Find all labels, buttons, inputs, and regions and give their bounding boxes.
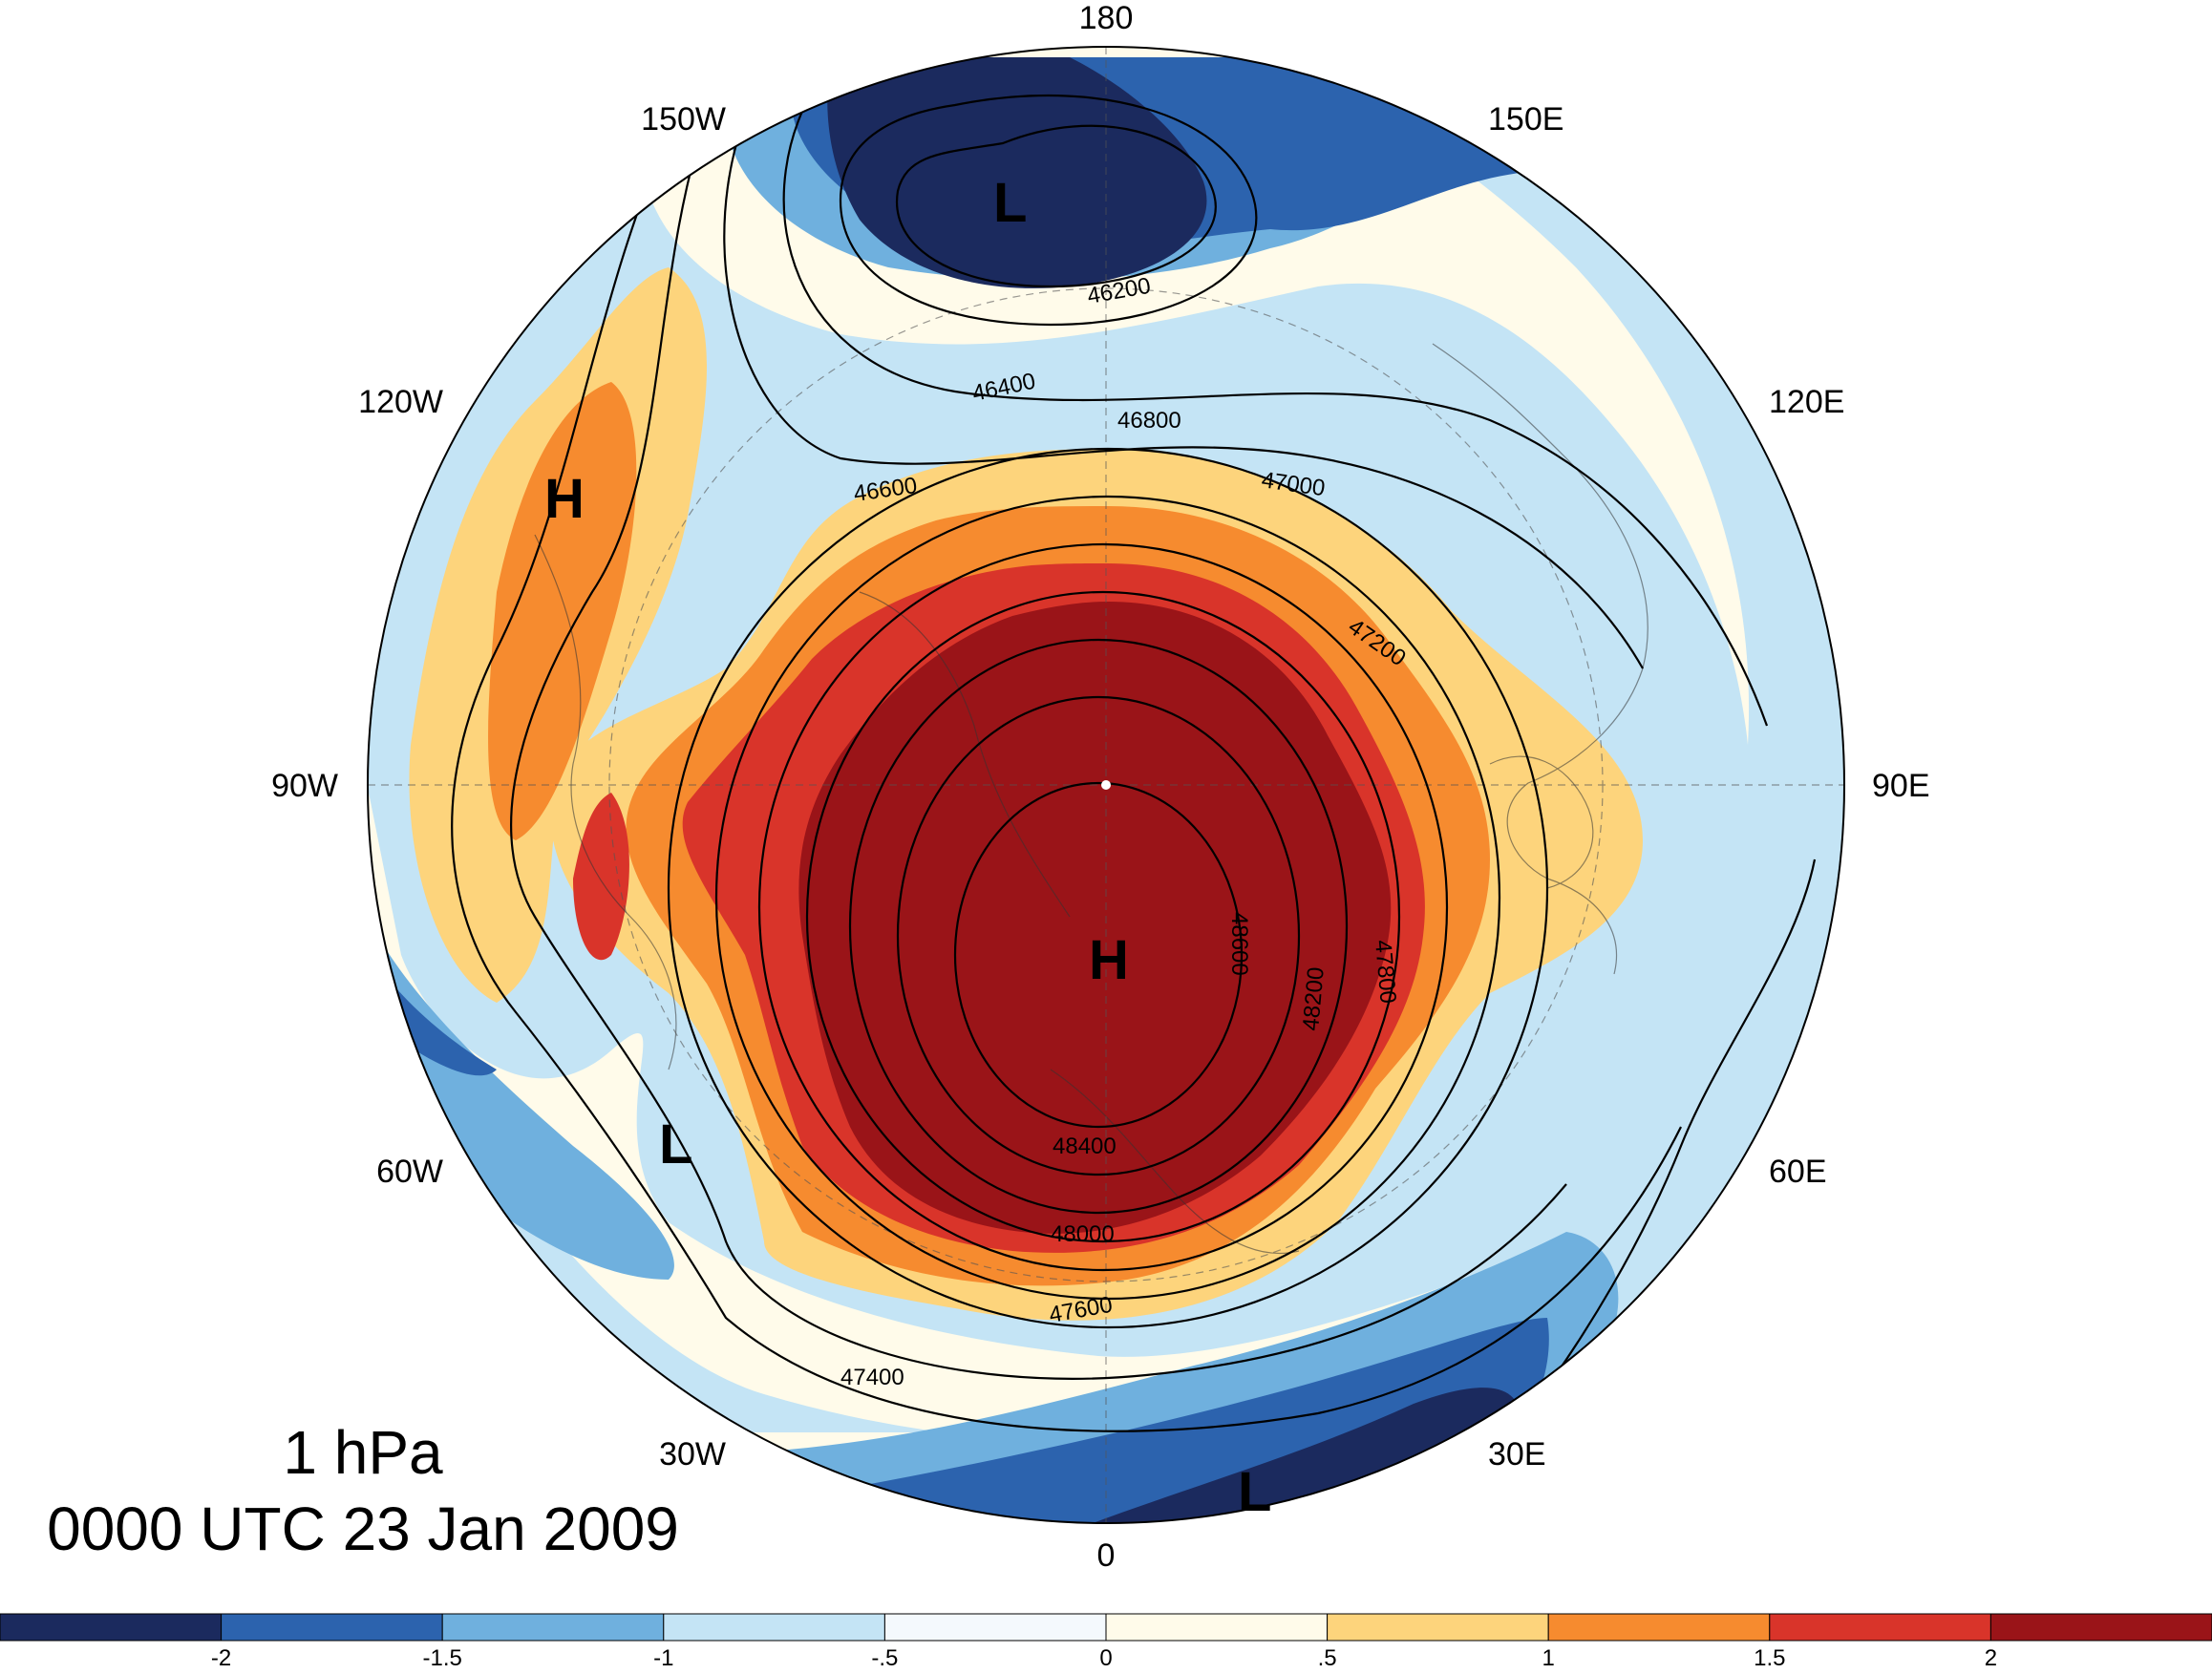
low-center-south: L (1238, 1461, 1271, 1523)
colorbar-tick-label: -.5 (871, 1645, 898, 1671)
low-center-north: L (993, 172, 1027, 234)
shade-navy-north-low (827, 57, 1207, 288)
colorbar-swatch-4 (883, 1613, 1107, 1642)
lon-label-90w: 90W (271, 768, 338, 804)
colorbar-swatch-2 (441, 1613, 665, 1642)
colorbar-swatch-0 (0, 1613, 223, 1642)
contour-label-48000: 48000 (1051, 1221, 1115, 1247)
colorbar-tick-label: -1.5 (423, 1645, 462, 1671)
lon-label-120e: 120E (1769, 384, 1844, 420)
contour-label-46800: 46800 (1117, 408, 1181, 434)
low-center-southwest: L (659, 1113, 692, 1176)
colorbar-swatch-7 (1547, 1613, 1771, 1642)
lon-label-150w: 150W (641, 101, 726, 138)
contour-label-48600: 48600 (1226, 912, 1252, 976)
contour-label-48200: 48200 (1298, 966, 1329, 1032)
lon-label-120w: 120W (358, 384, 443, 420)
north-pole-marker (1101, 780, 1111, 790)
colorbar-swatch-8 (1769, 1613, 1991, 1642)
colorbar: -2 -1.5 -1 -.5 0 .5 1 1.5 2 (0, 1613, 2212, 1671)
colorbar-swatch-3 (663, 1613, 885, 1642)
colorbar-tick-label: 1 (1542, 1645, 1555, 1671)
height-contours (451, 75, 1817, 1432)
lon-label-180: 180 (1079, 0, 1134, 36)
lon-label-30w: 30W (659, 1436, 726, 1473)
colorbar-swatch-6 (1327, 1613, 1549, 1642)
shade-dark-red-high (798, 602, 1392, 1234)
contour-label-47800: 47800 (1370, 939, 1401, 1005)
colorbar-tick-label: .5 (1318, 1645, 1337, 1671)
shade-blue-west (368, 907, 674, 1280)
map-boundary (367, 46, 1845, 1524)
pressure-centers: H H L L L (544, 172, 1271, 1523)
title-level: 1 hPa (283, 1418, 443, 1487)
lon-label-0: 0 (1097, 1537, 1116, 1574)
colorbar-tick-label: 2 (1985, 1645, 1997, 1671)
contour-label-48400: 48400 (1053, 1134, 1117, 1159)
colorbar-tick-label: 0 (1099, 1645, 1112, 1671)
colorbar-tick-label: -1 (653, 1645, 673, 1671)
title-time: 0000 UTC 23 Jan 2009 (47, 1494, 679, 1563)
map-disk (368, 47, 1844, 1523)
high-center-west: H (544, 468, 585, 530)
coastlines (534, 343, 1648, 1255)
high-center-pole: H (1089, 929, 1129, 991)
lon-label-30e: 30E (1488, 1436, 1546, 1473)
colorbar-swatch-9 (1989, 1613, 2212, 1642)
colorbar-swatch-5 (1105, 1613, 1329, 1642)
title-block: 1 hPa 0000 UTC 23 Jan 2009 (47, 1418, 679, 1563)
colorbar-tick-label: 1.5 (1754, 1645, 1785, 1671)
lon-label-60w: 60W (376, 1154, 443, 1190)
lon-label-90e: 90E (1872, 768, 1930, 804)
colorbar-tick-label: -2 (211, 1645, 231, 1671)
lon-label-150e: 150E (1488, 101, 1563, 138)
contour-label-47400: 47400 (840, 1365, 904, 1390)
colorbar-swatch-1 (221, 1613, 443, 1642)
longitude-labels: 180 150E 120E 90E 60E 30E 0 30W 60W 90W … (271, 0, 1929, 1574)
lon-label-60e: 60E (1769, 1154, 1827, 1190)
